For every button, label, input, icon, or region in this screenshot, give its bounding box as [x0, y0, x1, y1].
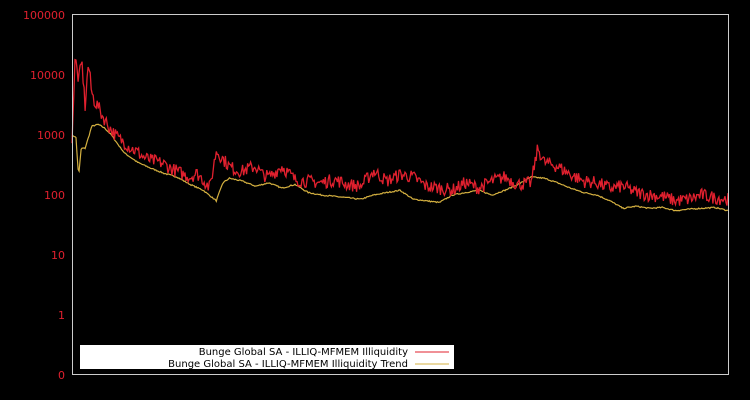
plot-frame — [72, 14, 729, 375]
y-tick-label: 10 — [51, 249, 65, 262]
legend-label-trend: Bunge Global SA - ILLIQ-MFMEM Illiquidit… — [168, 359, 408, 370]
y-tick-label: 0 — [58, 369, 65, 382]
y-tick-label: 1 — [58, 309, 65, 322]
illiquidity-line — [71, 58, 729, 208]
y-tick-label: 100000 — [23, 9, 65, 22]
y-tick-label: 100 — [44, 189, 65, 202]
legend: Bunge Global SA - ILLIQ-MFMEM Illiquidit… — [80, 345, 454, 370]
y-tick-label: 10000 — [30, 69, 65, 82]
legend-box — [80, 345, 454, 369]
legend-label-illiquidity: Bunge Global SA - ILLIQ-MFMEM Illiquidit… — [199, 347, 408, 358]
y-tick-label: 1000 — [37, 129, 65, 142]
series-layer — [71, 58, 729, 212]
